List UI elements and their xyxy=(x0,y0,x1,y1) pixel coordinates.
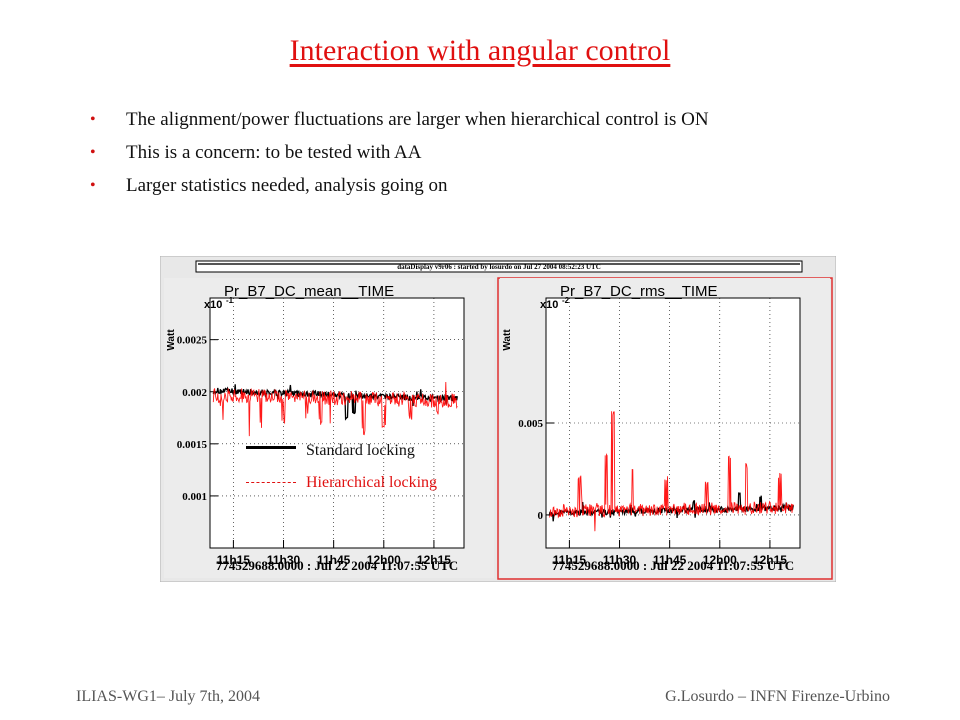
slide-title: Interaction with angular control xyxy=(289,34,671,67)
plot-rms: 11h15 11h30 11h45 12h00 12h15 0.005 0 Pr_B7_DC_… xyxy=(500,278,830,578)
x-tick-label: 11h15 xyxy=(553,553,587,567)
plot-mean: 11h15 11h30 11h45 12h00 12h15 0.0025 0.002 0.00… xyxy=(164,278,494,578)
y-tick-label: 0.002 xyxy=(182,387,207,399)
x-tick-label: 11h15 xyxy=(217,553,251,567)
bullet-text: The alignment/power fluctuations are lar… xyxy=(126,109,709,130)
series-line xyxy=(548,411,794,532)
title-bar-stripe xyxy=(198,263,800,265)
footer-left: ILIAS-WG1– July 7th, 2004 xyxy=(76,688,260,705)
x-tick-label: 11h45 xyxy=(317,553,351,567)
x-tick-label: 11h30 xyxy=(603,553,637,567)
x-tick-label: 11h30 xyxy=(267,553,301,567)
legend-hierarchical-label: Hierarchical locking xyxy=(306,474,438,491)
chart-title: Pr_B7_DC_mean__TIME xyxy=(224,283,394,300)
x-tick-label: 12h00 xyxy=(367,553,401,567)
plot-frame xyxy=(209,297,465,549)
x-tick-label: 12h00 xyxy=(703,553,737,567)
y-exponent-power: -2 xyxy=(562,296,570,305)
y-tick-label: 0.0025 xyxy=(177,335,208,347)
bullet-item: • The alignment/power fluctuations are la… xyxy=(90,110,709,130)
window-title-bar xyxy=(195,260,803,273)
y-tick-label: 0 xyxy=(538,510,544,522)
window-title: dataDisplay v9r06 : started by losurdo o… xyxy=(397,263,601,271)
legend-standard-line xyxy=(246,446,296,449)
x-axis-label: 774529688.0000 : Jul 22 2004 11:07:55 UT… xyxy=(216,558,458,573)
y-tick-label: 0.0015 xyxy=(177,439,208,451)
y-tick-label: 0.005 xyxy=(518,418,543,430)
bullet-item: • This is a concern: to be tested with AA xyxy=(90,143,709,163)
series-line xyxy=(212,381,458,437)
bullet-list: • The alignment/power fluctuations are la… xyxy=(90,110,709,209)
y-exponent: x10 xyxy=(204,299,222,311)
x-axis-label: 774529688.0000 : Jul 22 2004 11:07:55 UT… xyxy=(552,558,794,573)
footer-right: G.Losurdo – INFN Firenze-Urbino xyxy=(665,688,890,705)
chart-title: Pr_B7_DC_rms__TIME xyxy=(560,283,718,300)
bullet-text: Larger statistics needed, analysis going… xyxy=(126,175,448,196)
legend-hierarchical-line xyxy=(246,482,296,483)
x-tick-label: 12h15 xyxy=(417,553,451,567)
y-axis-label: Watt xyxy=(166,329,177,351)
data-display-window: dataDisplay v9r06 : started by losurdo o… xyxy=(160,256,836,582)
bullet-dot-icon: • xyxy=(90,177,96,194)
y-axis-label: Watt xyxy=(502,329,513,351)
bullet-text: This is a concern: to be tested with AA xyxy=(126,142,422,163)
y-exponent-power: -1 xyxy=(226,296,234,305)
x-tick-label: 11h45 xyxy=(653,553,687,567)
bullet-dot-icon: • xyxy=(90,144,96,161)
legend-standard-label: Standard locking xyxy=(306,442,415,459)
y-tick-label: 0.001 xyxy=(182,491,207,503)
bullet-dot-icon: • xyxy=(90,111,96,128)
bullet-item: • Larger statistics needed, analysis goin… xyxy=(90,176,709,196)
y-exponent: x10 xyxy=(540,299,558,311)
x-tick-label: 12h15 xyxy=(753,553,787,567)
